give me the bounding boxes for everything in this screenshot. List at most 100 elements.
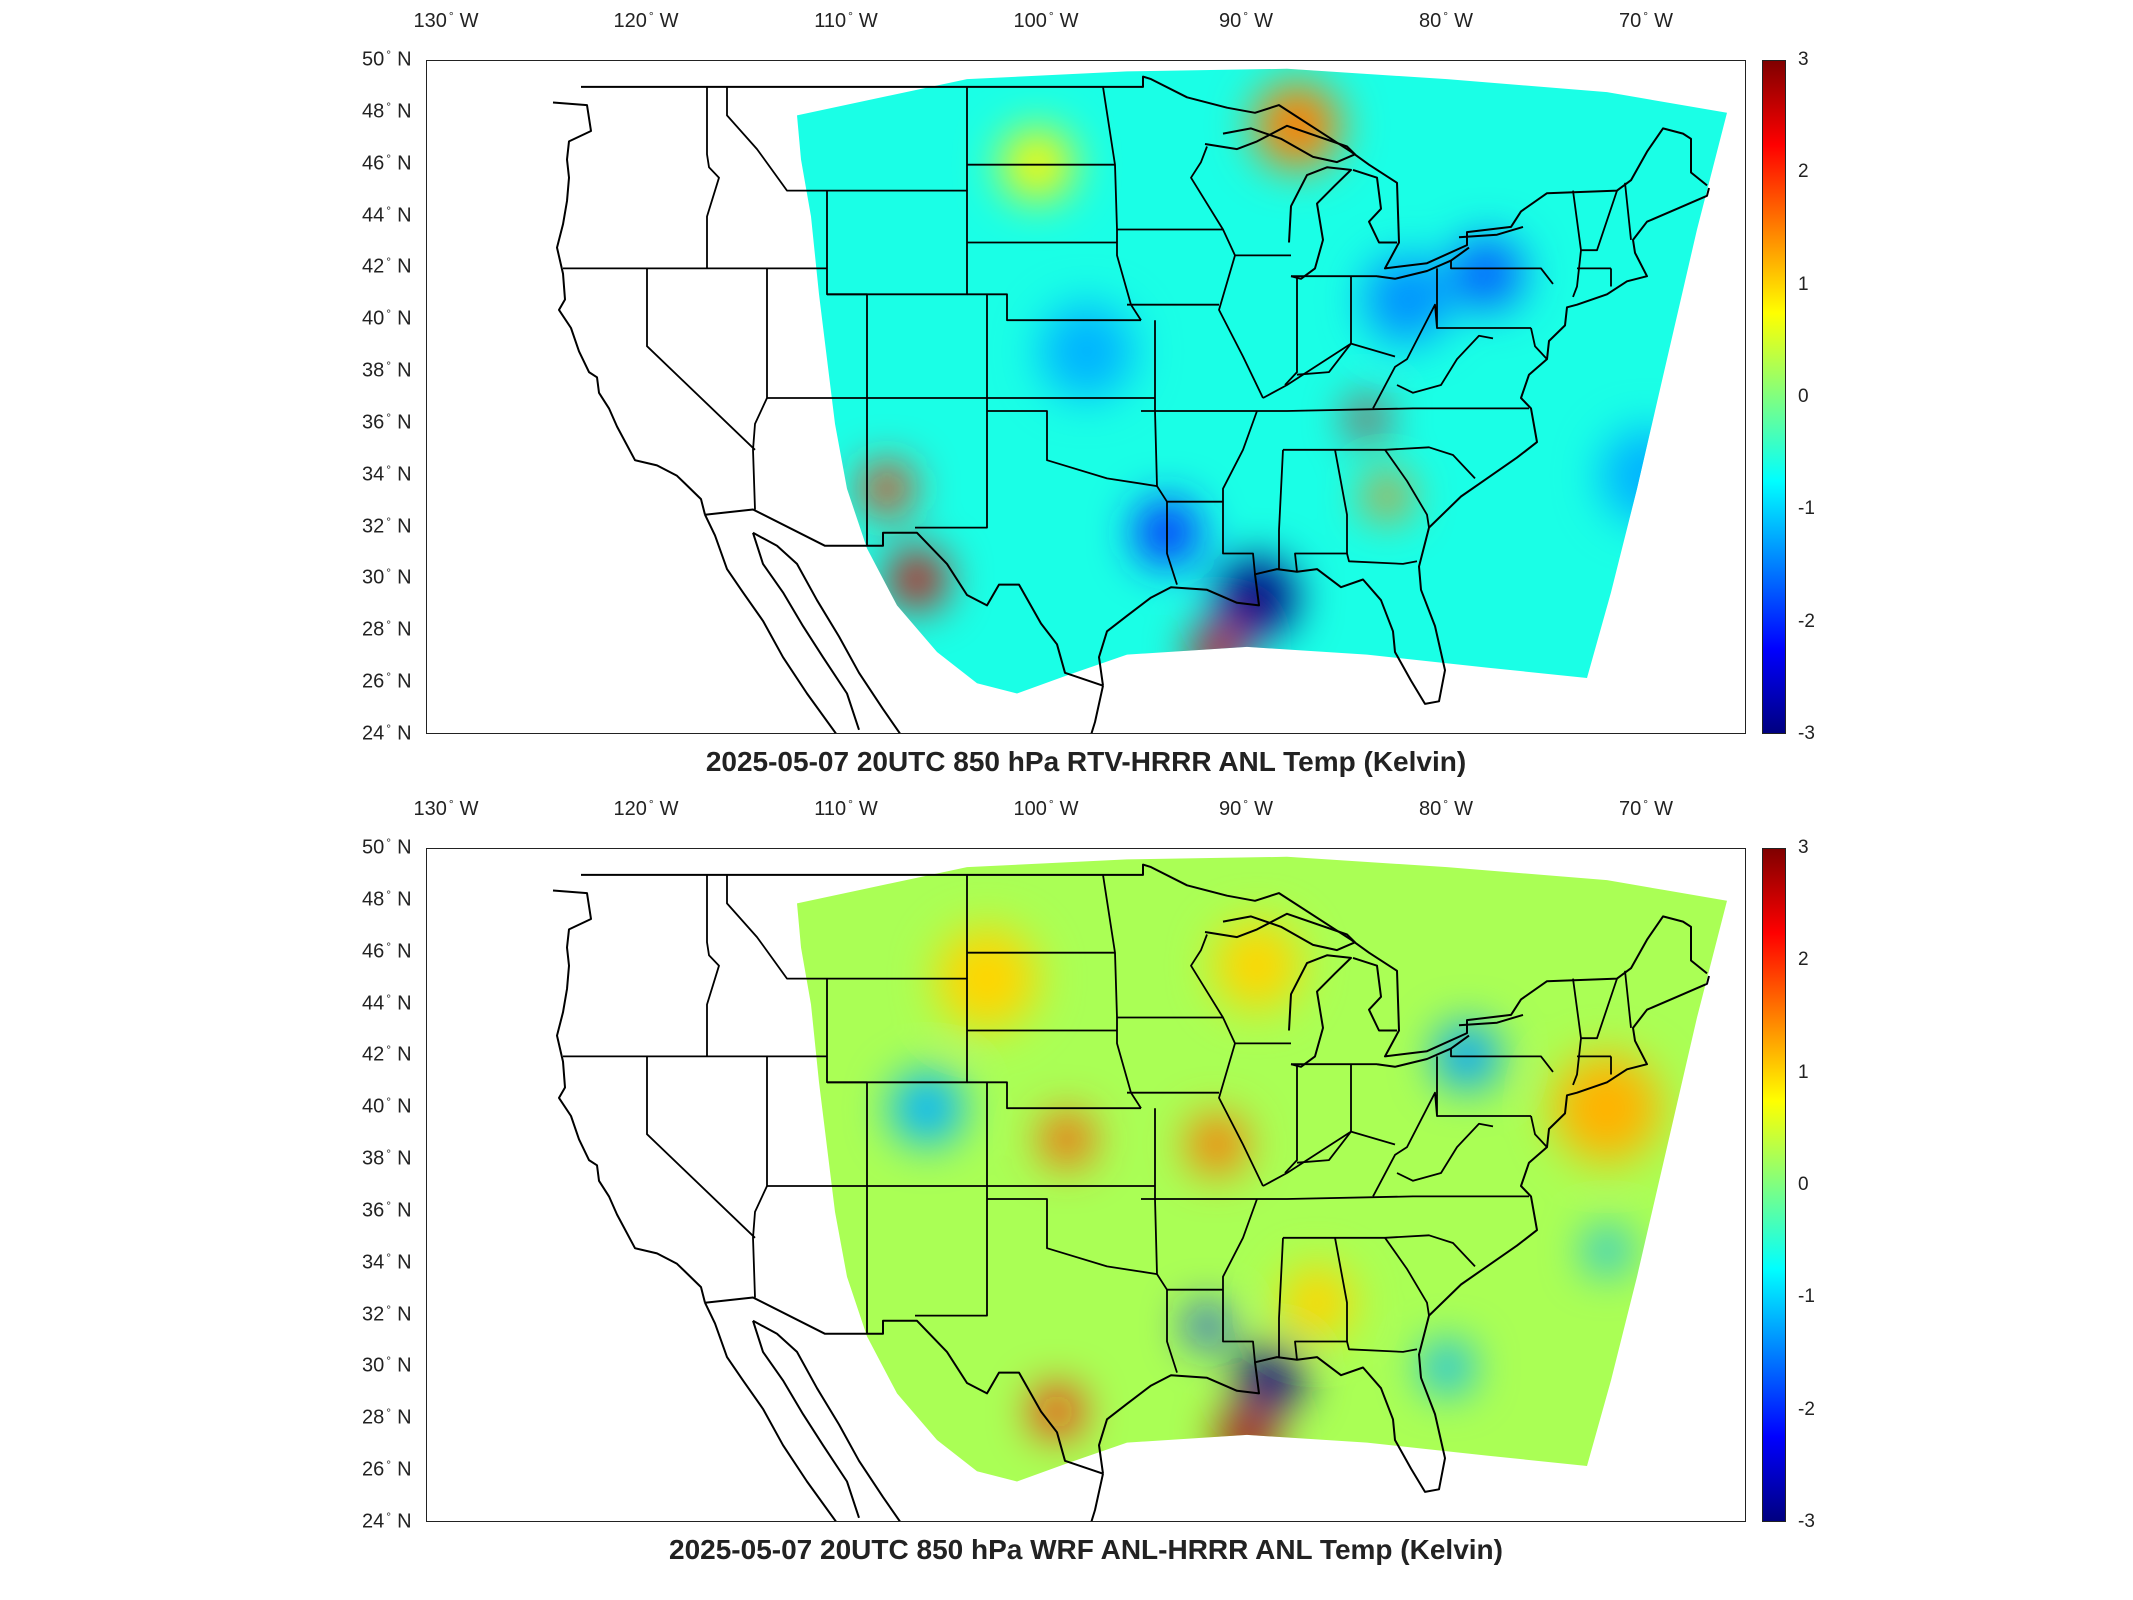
state-boundary (1222, 1198, 1258, 1363)
map-panel-wrf: 2025-05-07 20UTC 850 hPa WRF ANL-HRRR AN… (0, 788, 2133, 1588)
state-boundary (1284, 1064, 1298, 1174)
state-boundary (1346, 1341, 1418, 1353)
anomaly-blob (1188, 1115, 1246, 1174)
gulf-of-california-coast (752, 1320, 860, 1519)
longitude-tick-label: 100 ° W (1013, 9, 1079, 32)
latitude-tick-label: 26 ° N (362, 669, 412, 693)
state-boundary (1384, 449, 1430, 528)
state-boundary (1262, 1130, 1396, 1187)
state-boundary (1190, 934, 1264, 1187)
us-canada-border (581, 75, 1708, 270)
anomaly-blob (861, 463, 913, 515)
us-canada-border (581, 863, 1708, 1058)
colorbar-tick-label: 2 (1798, 161, 1809, 183)
anomaly-blob (891, 1071, 963, 1145)
state-boundary (1296, 276, 1352, 376)
state-boundary (967, 1081, 1141, 1110)
state-boundary (1581, 978, 1618, 1040)
longitude-tick-label: 120 ° W (613, 9, 679, 32)
anomaly-blob (1218, 1408, 1276, 1467)
state-boundary (1624, 182, 1632, 240)
state-boundary (1346, 553, 1418, 565)
anomaly-blob (1421, 1342, 1473, 1393)
latitude-tick-label: 48 ° N (362, 99, 412, 123)
great-lakes-shoreline (1352, 168, 1397, 244)
latitude-tick-label: 38 ° N (362, 358, 412, 382)
state-boundary (1530, 327, 1548, 360)
state-boundary (1102, 86, 1142, 321)
mexico-east-coast (1090, 685, 1104, 733)
anomaly-blob (1253, 82, 1341, 170)
gulf-atlantic-coastline (1098, 975, 1710, 1493)
anomaly-blob (1238, 1345, 1304, 1411)
state-boundary (1384, 1237, 1430, 1316)
latitude-tick-label: 50 ° N (362, 47, 412, 71)
longitude-tick-label: 70 ° W (1619, 797, 1673, 820)
state-boundary (1284, 276, 1298, 386)
colorbar-tick-label: 2 (1798, 949, 1809, 971)
state-boundary (967, 293, 1141, 322)
latitude-tick-label: 24 ° N (362, 1509, 412, 1533)
great-lakes-shoreline (1376, 1034, 1470, 1068)
latitude-tick-label: 36 ° N (362, 410, 412, 434)
colorbar-tick-label: 3 (1798, 837, 1809, 858)
anomaly-blob (1281, 1266, 1353, 1339)
latitude-tick-label: 44 ° N (362, 991, 412, 1015)
colorbar-tick-label: -1 (1798, 1286, 1815, 1308)
colorbar-tick-label: -3 (1798, 1511, 1815, 1532)
panel-title: 2025-05-07 20UTC 850 hPa RTV-HRRR ANL Te… (705, 746, 1467, 777)
latitude-tick-label: 48 ° N (362, 887, 412, 911)
anomaly-blob (1553, 1053, 1661, 1163)
longitude-tick-label: 90 ° W (1219, 9, 1273, 32)
colorbar-tick-label: -3 (1798, 723, 1815, 744)
anomaly-blob (1213, 922, 1301, 1010)
latitude-tick-label: 36 ° N (362, 1198, 412, 1222)
colorbar-tick-label: 3 (1798, 49, 1809, 70)
state-boundary (987, 410, 1158, 487)
great-lakes-shoreline (1352, 956, 1397, 1032)
state-boundary (706, 86, 720, 269)
anomaly-blob (1040, 304, 1134, 399)
great-lakes-shoreline (1204, 912, 1356, 952)
state-boundary (1372, 1056, 1438, 1197)
anomaly-blob (1365, 474, 1409, 519)
state-boundary (1141, 407, 1529, 412)
latitude-tick-label: 32 ° N (362, 1302, 412, 1326)
pacific-ocean (427, 849, 557, 1521)
pacific-ocean (427, 61, 557, 733)
longitude-tick-label: 80 ° W (1419, 9, 1473, 32)
anomaly-blob (1451, 237, 1523, 310)
latitude-tick-label: 28 ° N (362, 1405, 412, 1429)
latitude-tick-label: 30 ° N (362, 565, 412, 589)
latitude-tick-label: 40 ° N (362, 1094, 412, 1118)
sonora-coastline (752, 531, 901, 733)
state-boundary (726, 874, 827, 980)
anomaly-blob (1600, 428, 1694, 523)
state-boundary (706, 874, 720, 1057)
state-boundary (1278, 449, 1284, 570)
longitude-tick-label: 130 ° W (413, 9, 479, 32)
state-boundary (915, 294, 988, 529)
state-boundary (1296, 1064, 1352, 1164)
state-boundary (1190, 146, 1264, 399)
anomaly-blob (1033, 1387, 1081, 1436)
latitude-tick-label: 34 ° N (362, 462, 412, 486)
longitude-tick-label: 70 ° W (1619, 9, 1673, 32)
state-boundary (726, 86, 827, 192)
great-lakes-shoreline (1288, 166, 1352, 280)
great-lakes-shoreline (1204, 124, 1356, 164)
gulf-of-california-coast (752, 532, 860, 731)
colorbar-tick-label: 0 (1798, 386, 1809, 407)
pacific-coastline (552, 101, 706, 515)
state-boundary (752, 1056, 768, 1298)
state-boundary (1262, 342, 1396, 399)
colorbar-tick-label: 1 (1798, 1061, 1809, 1083)
state-boundary (1278, 1237, 1284, 1358)
latitude-tick-label: 44 ° N (362, 203, 412, 227)
state-boundary (1102, 874, 1142, 1109)
latitude-tick-label: 42 ° N (362, 1042, 412, 1066)
anomaly-blob (888, 550, 946, 609)
colorbar-tick-label: -1 (1798, 498, 1815, 520)
longitude-tick-label: 100 ° W (1013, 797, 1079, 820)
map-svg (427, 61, 1727, 733)
